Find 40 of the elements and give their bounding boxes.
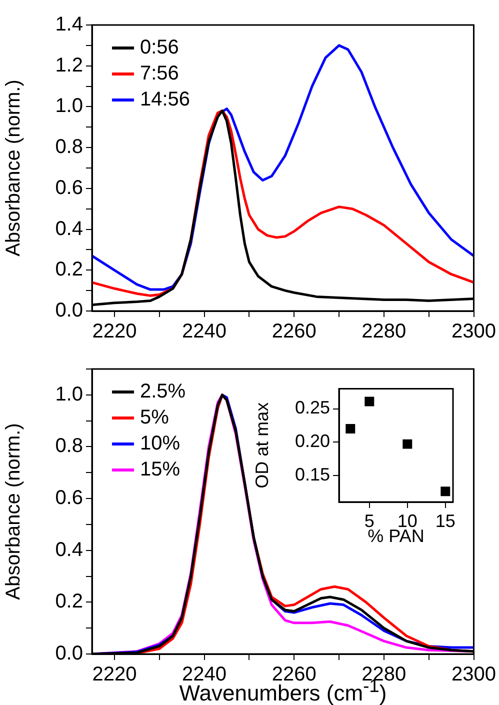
y-tick-label: 0.8 [55, 435, 83, 458]
y-tick-label: 0.2 [55, 590, 83, 613]
legend-label: 10% [140, 432, 180, 455]
x-tick-label: 2300 [452, 664, 496, 686]
x-tick-label: 15 [435, 510, 456, 531]
y-tick-label: 1.0 [55, 383, 83, 406]
y-axis-title: OD at max [252, 402, 272, 488]
point [402, 439, 412, 449]
y-tick-label: 0.0 [55, 642, 83, 665]
y-tick-label: 0.25 [294, 398, 330, 418]
point [364, 396, 374, 406]
legend-label: 7:56 [140, 62, 179, 85]
y-tick-label: 1.4 [55, 14, 83, 36]
legend-label: 0:56 [140, 36, 179, 59]
point [346, 424, 356, 434]
y-axis-title: Absorbance (norm.) [2, 80, 25, 256]
y-tick-label: 0.6 [55, 487, 83, 510]
point [440, 486, 450, 496]
y-tick-label: 1.2 [55, 54, 83, 76]
y-tick-label: 0.8 [55, 136, 83, 158]
x-tick-label: 2220 [92, 664, 137, 686]
y-tick-label: 0.15 [294, 464, 330, 484]
x-tick-label: 2220 [92, 320, 137, 343]
legend-label: 5% [140, 406, 170, 429]
y-tick-label: 0.4 [55, 538, 83, 561]
y-tick-label: 0.2 [55, 258, 83, 281]
x-tick-label: 2240 [182, 320, 227, 343]
y-tick-label: 1.0 [55, 95, 83, 118]
legend-label: 15% [140, 458, 180, 481]
y-axis-title: Absorbance (norm.) [2, 423, 25, 600]
legend-label: 14:56 [140, 88, 190, 111]
y-tick-label: 0.20 [294, 431, 330, 452]
x-tick-label: 2280 [362, 320, 406, 343]
x-tick-label: 2260 [272, 664, 316, 686]
y-tick-label: 0.6 [55, 176, 83, 199]
y-tick-label: 0.0 [55, 300, 83, 322]
x-tick-label: 2260 [272, 320, 316, 343]
legend-label: 2.5% [140, 380, 186, 403]
x-tick-label: 2300 [452, 320, 496, 343]
y-tick-label: 0.4 [55, 218, 83, 240]
